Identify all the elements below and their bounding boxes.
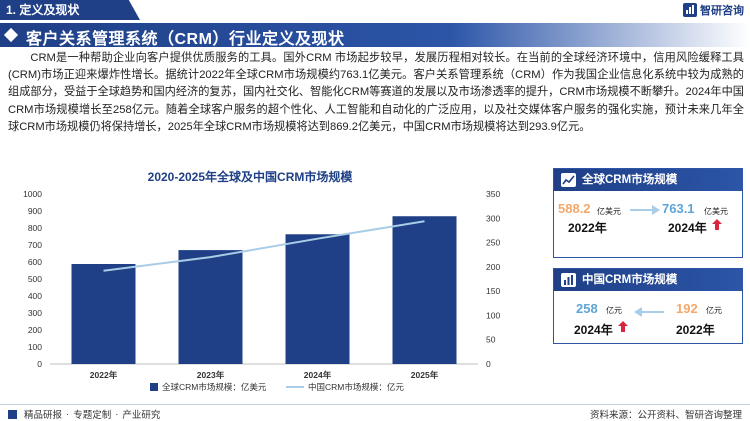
- y-left-tick-label: 900: [28, 206, 42, 216]
- arrow-right-icon: [630, 205, 660, 215]
- arrow-up-icon: [712, 219, 722, 230]
- global-crm-card: 全球CRM市场规模 588.2 亿美元 2022年 763.1 亿美元 2024…: [553, 168, 743, 258]
- global-unit-2022: 亿美元: [597, 207, 621, 216]
- global-year-2024: 2024年: [668, 221, 707, 235]
- arrow-left-icon: [634, 307, 664, 317]
- top-bar: 1. 定义及现状 智研咨询: [0, 0, 750, 22]
- y-left-tick-label: 700: [28, 240, 42, 250]
- title-bar: 客户关系管理系统（CRM）行业定义及现状: [0, 23, 750, 48]
- footer-separator: ·: [115, 408, 119, 420]
- x-tick-label: 2024年: [304, 370, 332, 380]
- combo-chart: 0 100 200 300 400 500 600 700 800 900 1000 0 50 100 15…: [23, 189, 500, 392]
- page-title: 客户关系管理系统（CRM）行业定义及现状: [26, 31, 345, 48]
- china-card-header: 中国CRM市场规模: [554, 269, 742, 291]
- china-value-2024: 258: [576, 301, 598, 316]
- china-value-2022: 192: [676, 301, 698, 316]
- global-value-2024: 763.1: [662, 201, 695, 216]
- intro-paragraph: CRM是一种帮助企业向客户提供优质服务的工具。国外CRM 市场起步较早，发展历程…: [8, 52, 744, 133]
- footer-item[interactable]: 专题定制: [73, 410, 112, 421]
- bar: [392, 216, 457, 364]
- bar-chart-icon: [561, 273, 576, 287]
- china-crm-card: 中国CRM市场规模 258 亿元 2024年 192 亿元 2022年: [553, 268, 743, 344]
- chart-title: 2020-2025年全球及中国CRM市场规模: [147, 170, 353, 184]
- china-year-2024: 2024年: [574, 323, 613, 337]
- y-left-tick-label: 100: [28, 342, 42, 352]
- y-right-tick-label: 0: [486, 359, 491, 369]
- footer-item[interactable]: 产业研究: [122, 410, 161, 421]
- global-card-header: 全球CRM市场规模: [554, 169, 742, 191]
- footer-item[interactable]: 精品研报: [24, 410, 63, 421]
- footer-links: 精品研报 · 专题定制 · 产业研究: [8, 407, 160, 421]
- y-right-tick-label: 150: [486, 286, 500, 296]
- brand-name: 智研咨询: [700, 5, 744, 17]
- y-left-tick-label: 500: [28, 274, 42, 284]
- y-left-tick-label: 300: [28, 308, 42, 318]
- line-chart-icon: [561, 173, 576, 187]
- legend-label: 全球CRM市场规模：亿美元: [162, 382, 267, 392]
- section-label: 1. 定义及现状: [0, 0, 140, 20]
- bar: [178, 250, 243, 364]
- bar: [285, 234, 350, 364]
- y-left-tick-label: 800: [28, 223, 42, 233]
- y-right-tick-label: 350: [486, 189, 500, 199]
- y-left-tick-label: 0: [37, 359, 42, 369]
- china-year-2022: 2022年: [676, 323, 715, 337]
- diamond-icon: [3, 27, 19, 43]
- global-value-2022: 588.2: [558, 201, 591, 216]
- y-left-tick-label: 600: [28, 257, 42, 267]
- y-right-tick-label: 50: [486, 335, 496, 345]
- y-left-tick-label: 1000: [23, 189, 42, 199]
- square-icon: [8, 409, 17, 419]
- legend-label: 中国CRM市场规模：亿元: [308, 382, 404, 392]
- y-left-tick-label: 200: [28, 325, 42, 335]
- china-unit-2024: 亿元: [606, 306, 622, 315]
- global-year-2022: 2022年: [568, 221, 607, 235]
- bar: [71, 264, 136, 364]
- y-right-tick-label: 250: [486, 238, 500, 248]
- china-card-title: 中国CRM市场规模: [582, 274, 678, 286]
- source-note: 资料来源：公开资料、智研咨询整理: [589, 410, 742, 421]
- y-right-tick-label: 100: [486, 310, 500, 320]
- series-line: [103, 220, 425, 272]
- y-left-tick-label: 400: [28, 291, 42, 301]
- legend-swatch-bar: [150, 383, 158, 391]
- arrow-up-icon: [618, 321, 628, 332]
- y-right-tick-label: 300: [486, 213, 500, 223]
- china-unit-2022: 亿元: [706, 306, 722, 315]
- x-tick-label: 2023年: [197, 370, 225, 380]
- brand-logo-icon: [683, 3, 697, 17]
- brand-logo: 智研咨询: [683, 2, 744, 18]
- x-tick-label: 2022年: [90, 370, 118, 380]
- footer: 精品研报 · 专题定制 · 产业研究 资料来源：公开资料、智研咨询整理: [0, 404, 750, 421]
- global-unit-2024: 亿美元: [704, 207, 728, 216]
- x-tick-label: 2025年: [411, 370, 439, 380]
- footer-separator: ·: [66, 408, 70, 420]
- global-card-title: 全球CRM市场规模: [582, 174, 678, 186]
- y-right-tick-label: 200: [486, 262, 500, 272]
